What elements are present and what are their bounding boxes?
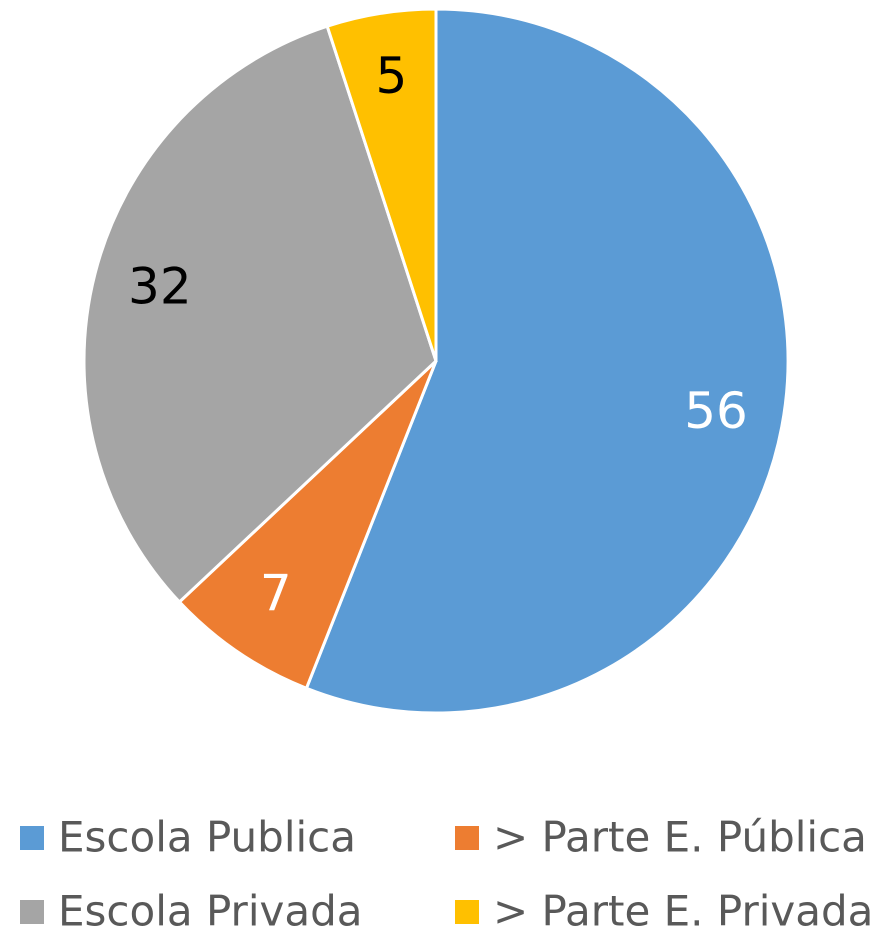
data-label: 32 [128, 258, 192, 316]
legend-swatch [20, 900, 44, 924]
pie-slice [177, 359, 438, 691]
legend-swatch [455, 826, 479, 850]
pie-slice [325, 7, 438, 362]
pie [82, 7, 790, 715]
data-label: 7 [260, 564, 292, 622]
legend-label: Escola Publica [58, 813, 356, 862]
pie-slice [304, 7, 790, 715]
legend-label: Escola Privada [58, 887, 362, 936]
legend-swatch [20, 826, 44, 850]
pie-slice [82, 24, 438, 605]
legend: Escola Publica > Parte E. Pública Escola P… [20, 813, 873, 936]
legend-label: > Parte E. Privada [493, 887, 873, 936]
data-labels: 56 7 32 5 [128, 47, 748, 622]
data-label: 56 [684, 382, 748, 440]
data-label: 5 [375, 47, 407, 105]
legend-swatch [455, 900, 479, 924]
legend-label: > Parte E. Pública [493, 813, 867, 862]
